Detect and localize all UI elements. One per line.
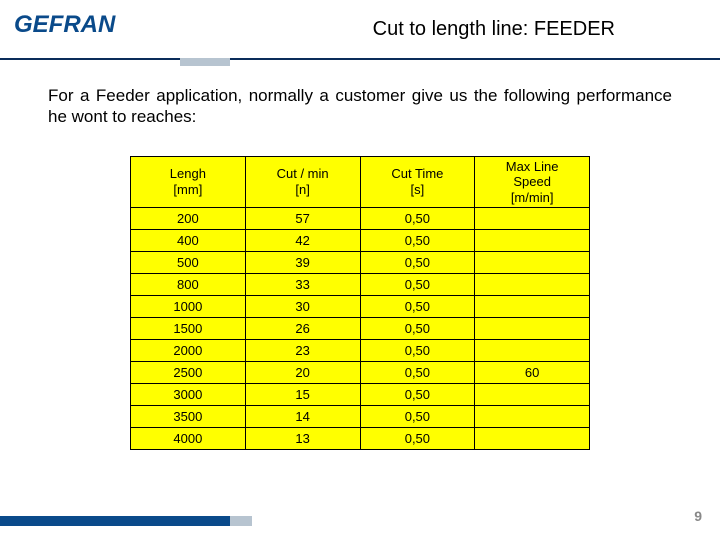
table-cell: 23 [245, 340, 360, 362]
table-cell [475, 428, 590, 450]
intro-paragraph: For a Feeder application, normally a cus… [48, 85, 672, 128]
table-cell: 0,50 [360, 296, 475, 318]
table-cell: 2000 [131, 340, 246, 362]
table-row: 2500200,5060 [131, 362, 590, 384]
page-number: 9 [694, 508, 702, 524]
table-row: 4000130,50 [131, 428, 590, 450]
table-cell [475, 230, 590, 252]
performance-table: Lengh[mm] Cut / min[n] Cut Time[s] Max L… [130, 156, 590, 451]
table-cell: 0,50 [360, 230, 475, 252]
header-accent [180, 58, 230, 66]
table-cell: 2500 [131, 362, 246, 384]
table-cell: 1500 [131, 318, 246, 340]
table-row: 200570,50 [131, 208, 590, 230]
table-cell: 4000 [131, 428, 246, 450]
table-cell: 15 [245, 384, 360, 406]
table-cell: 0,50 [360, 252, 475, 274]
table-cell [475, 274, 590, 296]
footer-accent [230, 516, 252, 526]
table-row: 400420,50 [131, 230, 590, 252]
table-cell: 0,50 [360, 340, 475, 362]
table-row: 2000230,50 [131, 340, 590, 362]
table-cell: 30 [245, 296, 360, 318]
table-cell: 200 [131, 208, 246, 230]
table-cell: 1000 [131, 296, 246, 318]
table-cell: 3500 [131, 406, 246, 428]
table-row: 1500260,50 [131, 318, 590, 340]
table-cell: 0,50 [360, 362, 475, 384]
slide-title: Cut to length line: FEEDER [373, 18, 615, 41]
table-cell: 33 [245, 274, 360, 296]
table-cell: 0,50 [360, 384, 475, 406]
table-cell: 0,50 [360, 318, 475, 340]
table-row: 500390,50 [131, 252, 590, 274]
col-header-maxspeed: Max LineSpeed[m/min] [475, 156, 590, 208]
table-cell: 57 [245, 208, 360, 230]
table-cell: 400 [131, 230, 246, 252]
table-row: 3000150,50 [131, 384, 590, 406]
table-cell: 14 [245, 406, 360, 428]
table-cell: 0,50 [360, 428, 475, 450]
col-header-cuttime: Cut Time[s] [360, 156, 475, 208]
table-row: 1000300,50 [131, 296, 590, 318]
table-cell: 26 [245, 318, 360, 340]
table-cell: 60 [475, 362, 590, 384]
table-cell: 0,50 [360, 274, 475, 296]
col-header-cutmin: Cut / min[n] [245, 156, 360, 208]
table-cell: 20 [245, 362, 360, 384]
table-cell: 0,50 [360, 208, 475, 230]
logo-text: GEFRAN [14, 11, 116, 38]
table-cell: 3000 [131, 384, 246, 406]
table-body: 200570,50400420,50500390,50800330,501000… [131, 208, 590, 450]
table-row: 800330,50 [131, 274, 590, 296]
table-header-row: Lengh[mm] Cut / min[n] Cut Time[s] Max L… [131, 156, 590, 208]
table-cell [475, 384, 590, 406]
table-cell: 800 [131, 274, 246, 296]
footer-bar [0, 516, 230, 526]
table-cell [475, 340, 590, 362]
table-cell [475, 296, 590, 318]
table-cell: 500 [131, 252, 246, 274]
table-cell: 42 [245, 230, 360, 252]
brand-logo: GEFRAN [14, 10, 174, 40]
table-cell: 39 [245, 252, 360, 274]
table-cell [475, 252, 590, 274]
performance-table-wrap: Lengh[mm] Cut / min[n] Cut Time[s] Max L… [130, 156, 590, 451]
table-cell [475, 406, 590, 428]
slide-header: GEFRAN Cut to length line: FEEDER [0, 0, 720, 60]
table-cell: 0,50 [360, 406, 475, 428]
col-header-length: Lengh[mm] [131, 156, 246, 208]
table-cell: 13 [245, 428, 360, 450]
table-cell [475, 208, 590, 230]
table-row: 3500140,50 [131, 406, 590, 428]
table-cell [475, 318, 590, 340]
